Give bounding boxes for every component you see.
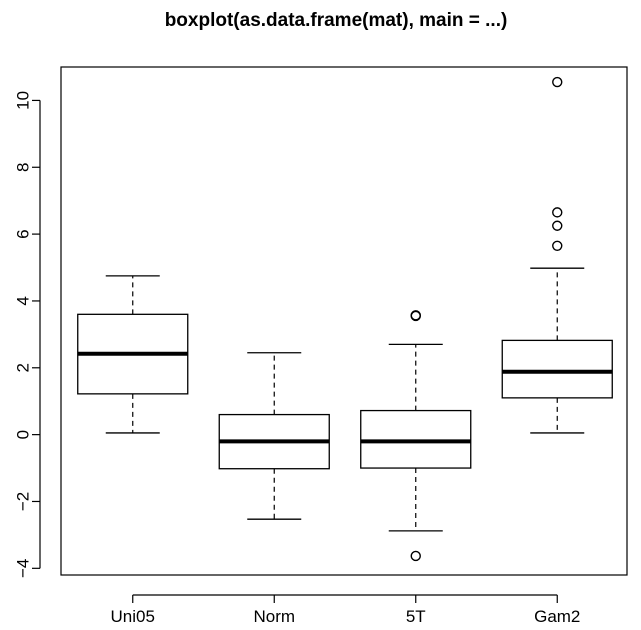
box-series — [77, 76, 613, 562]
chart-title: boxplot(as.data.frame(mat), main = ...) — [165, 10, 508, 31]
box-gam2 — [501, 76, 613, 434]
box-5t — [360, 310, 472, 562]
y-tick-label: 0 — [13, 430, 32, 439]
outlier-point — [552, 207, 563, 218]
y-tick-label: −2 — [13, 492, 32, 511]
y-axis: −4 −2 0 2 4 6 8 10 — [13, 91, 41, 578]
x-tick-label: Uni05 — [111, 607, 155, 626]
iqr-box — [360, 409, 472, 469]
box-uni05 — [77, 275, 189, 434]
iqr-box — [501, 339, 613, 399]
outlier-point — [552, 76, 563, 88]
y-tick-label: −4 — [13, 559, 32, 578]
x-axis: Uni05 Norm 5T Gam2 — [111, 594, 580, 626]
y-tick-label: 6 — [13, 229, 32, 238]
y-tick-label: 4 — [13, 296, 32, 305]
box-norm — [218, 352, 330, 520]
outlier-point — [552, 220, 563, 231]
outlier-point — [410, 310, 421, 321]
x-tick-label: Norm — [253, 607, 295, 626]
plot-frame — [60, 66, 628, 576]
outlier-point — [410, 550, 421, 562]
x-tick-label: 5T — [406, 607, 426, 626]
y-tick-label: 8 — [13, 163, 32, 172]
y-tick-label: 10 — [13, 91, 32, 110]
y-tick-label: 2 — [13, 363, 32, 372]
outlier-point — [552, 240, 563, 252]
x-tick-label: Gam2 — [534, 607, 580, 626]
